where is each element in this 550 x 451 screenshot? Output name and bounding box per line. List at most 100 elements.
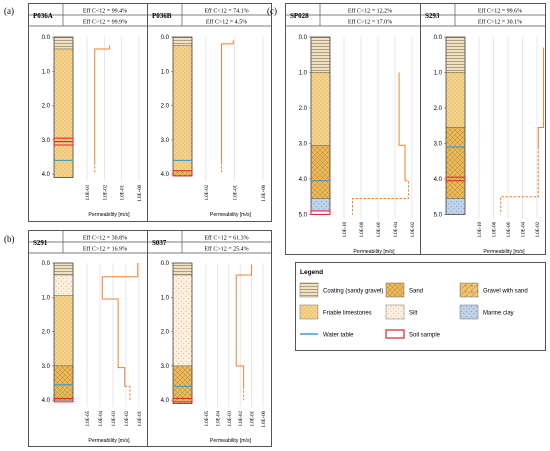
panel-sp028: SP028 Eff C<12 = 12.2% Eff C>12 = 17.0% 1.0… [286,4,420,255]
layer-coating [445,36,466,73]
layer-coating [310,36,331,73]
y-tick-label: 0.0 [299,35,308,41]
x-tick-label: 1.0E-10 [343,221,348,237]
legend-item-water-table: Water table [300,333,354,339]
y-tick-label: 4.0 [42,172,51,178]
legend-item-silt: Silt [385,304,418,320]
y-tick-label: 0.0 [434,35,443,41]
layer-coating [53,262,74,276]
borehole-id: S037 [152,239,167,247]
y-tick-label: 5.0 [434,212,443,218]
layer-sand [172,170,193,177]
legend-label: Soil sample [409,333,441,339]
panel-p036b: P036B Eff C<12 = 74.1% Eff C>12 = 4.5% 1.0E… [148,4,271,218]
x-axis-label: Permeability [m/s] [88,212,130,218]
y-tick-label: 4.0 [42,398,51,404]
borehole-panels: P036A Eff C<12 = 99.4% Eff C>12 = 99.9% 1.0… [29,4,545,444]
eff-c-lt-12: Eff C<12 = 99.6% [478,8,522,15]
x-axis-label: Permeability [m/s] [88,438,130,444]
x-tick-label: 1.0E-01 [138,410,143,426]
legend-swatch-friable-limestones [299,304,319,320]
soil-sample [172,170,193,177]
x-tick-label: 1.0E-02 [103,184,108,200]
x-tick-label: 1.0E-05 [205,410,210,426]
soil-sample [172,397,193,403]
permeability-line [221,40,234,163]
layer-silt [172,274,193,367]
borehole-column [53,36,74,178]
permeability-line [94,45,111,163]
x-tick-label: 1.0E-01 [234,184,239,200]
y-tick-label: 2.0 [299,106,308,112]
layer-friable-limestones [53,295,74,367]
y-tick-label: 1.0 [42,69,51,75]
legend-item-friable-limestones: Friable limestones [299,304,372,320]
legend-items: Coating (sandy gravel) Sand Gravel with sa… [299,282,528,339]
permeability-line-dashed [352,180,410,215]
borehole-id: P036A [33,12,53,20]
x-tick-label: 1.0E-01 [121,184,126,200]
layer-sand [445,180,466,199]
permeability-line-dashed [124,385,131,401]
x-tick-label: 1.0E-02 [536,221,541,237]
panel-s293: S293 Eff C<12 = 99.6% Eff C>12 = 30.1% 1.0E… [421,4,545,255]
layer-sand [310,180,331,199]
legend-label: Friable limestones [323,311,372,317]
legend-label: Marine clay [483,311,514,317]
panel-s291: S291 Eff C<12 = 30.8% Eff C>12 = 16.9% 1.0E… [29,231,147,444]
layer-coating [172,36,193,46]
x-tick-label: 1.0E-04 [99,410,104,426]
x-tick-label: 1.0E-03 [112,410,117,426]
y-tick-label: 3.0 [161,364,170,370]
eff-c-lt-12: Eff C<12 = 12.2% [348,8,392,15]
layer-marine-clay [310,198,331,212]
x-tick-label: 1.0E-04 [216,410,221,426]
x-tick-label: 1.0E-03 [86,184,91,200]
y-tick-label: 2.0 [42,104,51,110]
x-tick-label: 1.0E-05 [86,410,91,426]
legend-label: Gravel with sand [483,289,528,295]
legend-label: Coating (sandy gravel) [323,289,383,295]
x-tick-label: 1.0E+00 [138,184,143,201]
borehole-id: S293 [425,12,440,20]
y-tick-label: 3.0 [434,141,443,147]
eff-c-gt-12: Eff C>12 = 25.4% [204,246,248,253]
figure-label-b: (b) [4,234,15,244]
eff-c-gt-12: Eff C>12 = 99.9% [83,19,127,26]
legend-label: Water table [323,333,354,339]
legend-swatch-gravel-sand [459,282,479,298]
x-tick-label: 1.0E-06 [377,221,382,237]
permeability-line [235,264,253,387]
legend-item-soil-sample: Soil sample [385,329,441,339]
legend-frame [295,262,546,351]
eff-c-lt-12: Eff C<12 = 61.3% [204,235,248,242]
legend-swatch-marine-clay [459,304,479,320]
eff-c-gt-12: Eff C>12 = 30.1% [478,19,522,26]
legend-label: Sand [409,289,423,295]
permeability-line-dashed [500,147,539,215]
soil-sample [445,176,466,182]
permeability-line [101,263,139,387]
legend-item-gravel-sand: Gravel with sand [459,282,528,298]
y-tick-label: 3.0 [42,138,51,144]
layer-gravel-sand [172,398,193,404]
y-tick-label: 1.0 [434,70,443,76]
y-tick-label: 1.0 [42,295,51,301]
x-tick-label: 1.0E-01 [251,410,256,426]
legend-item-coating: Coating (sandy gravel) [299,282,383,298]
x-axis-label: Permeability [m/s] [210,438,252,444]
y-tick-label: 3.0 [299,141,308,147]
layer-friable-limestones [445,72,466,128]
x-tick-label: 1.0E-04 [394,221,399,237]
y-tick-label: 0.0 [42,261,51,267]
eff-c-lt-12: Eff C<12 = 30.8% [83,235,127,242]
y-tick-label: 2.0 [161,104,170,110]
y-tick-label: 1.0 [161,295,170,301]
y-tick-label: 3.0 [161,138,170,144]
y-tick-label: 0.0 [161,261,170,267]
x-tick-label: 1.0E-06 [507,221,512,237]
panel-p036a: P036A Eff C<12 = 99.4% Eff C>12 = 99.9% 1.0… [29,4,147,218]
y-tick-label: 2.0 [42,330,51,336]
y-tick-label: 1.0 [161,69,170,75]
